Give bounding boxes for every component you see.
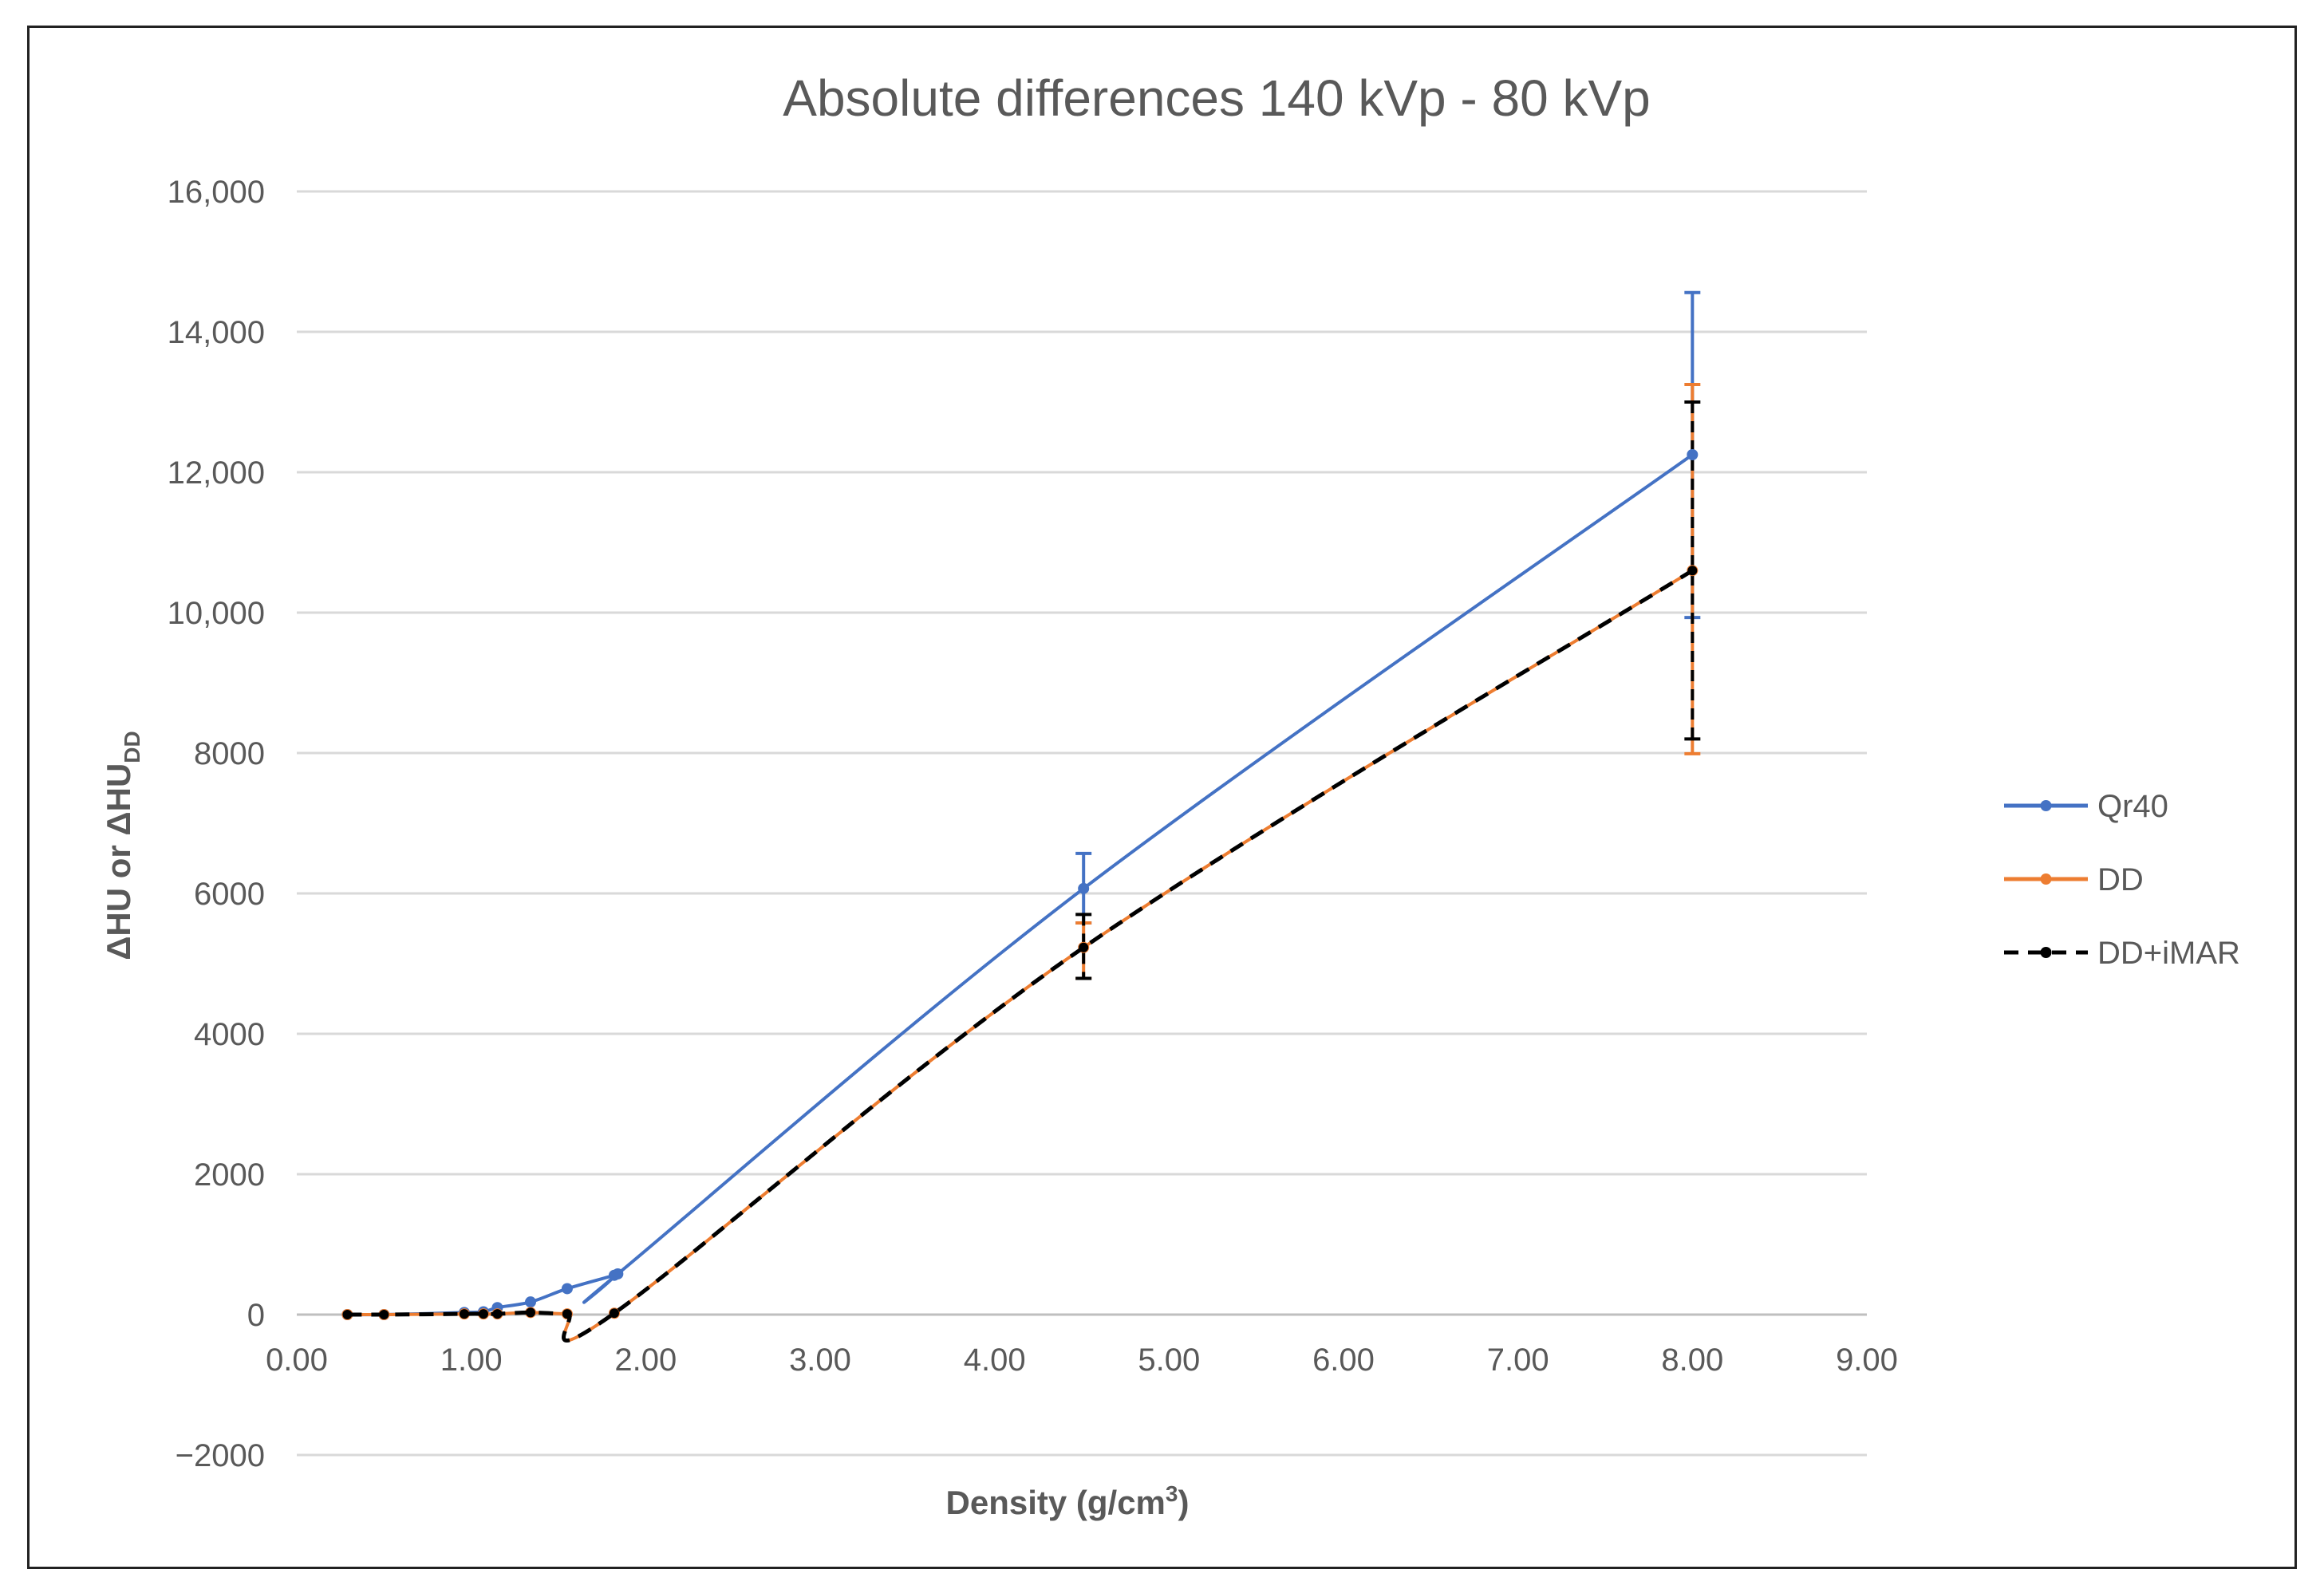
x-tick-label: 7.00: [1487, 1343, 1549, 1378]
data-point-qr40: [525, 1296, 537, 1308]
y-tick-label: 10,000: [168, 596, 265, 631]
x-tick-label: 3.00: [789, 1343, 851, 1378]
data-point-dd-imar: [562, 1309, 572, 1319]
chart-title: Absolute differences 140 kVp - 80 kVp: [783, 69, 1651, 127]
grid-lines: [297, 190, 1867, 1457]
x-tick-label: 4.00: [964, 1343, 1026, 1378]
data-point-qr40: [1687, 449, 1699, 460]
y-tick-label: 6000: [194, 877, 265, 912]
x-tick-label: 2.00: [614, 1343, 677, 1378]
series-line-dd-imar: [347, 569, 1694, 1343]
data-point-qr40: [561, 1283, 573, 1295]
series-line-qr40: [347, 453, 1694, 1317]
data-point-qr40: [612, 1268, 624, 1280]
x-tick-label: 8.00: [1661, 1343, 1723, 1378]
data-point-dd-imar: [526, 1307, 536, 1318]
x-axis-label-main: Density (g/cm: [946, 1484, 1166, 1521]
data-point-dd-imar: [379, 1310, 389, 1319]
series-layer: [341, 290, 1701, 1343]
data-point-dd-imar: [1079, 942, 1089, 952]
y-tick-label: 4000: [194, 1017, 265, 1052]
series-line-dd: [347, 569, 1694, 1343]
y-axis-label-sub: DD: [120, 731, 144, 763]
y-tick-label: 2000: [194, 1157, 265, 1193]
data-point-dd-imar: [609, 1308, 619, 1319]
x-axis-label-sup: 3: [1166, 1481, 1178, 1506]
legend-marker-dd: [2040, 873, 2052, 885]
y-tick-label: 8000: [194, 736, 265, 771]
data-point-dd-imar: [459, 1309, 469, 1319]
y-axis-label: ΔHU or ΔHUDD: [100, 731, 144, 960]
y-tick-label: 16,000: [168, 175, 265, 210]
error-bar-dd-imar: [1075, 913, 1092, 980]
data-point-dd-imar: [492, 1309, 503, 1319]
legend-item-dd: DD: [2004, 862, 2144, 897]
legend-item-dd-imar: DD+iMAR: [2004, 936, 2240, 971]
y-axis-label-main: ΔHU or ΔHU: [100, 763, 137, 960]
x-tick-label: 9.00: [1836, 1343, 1898, 1378]
y-tick-label: −2000: [176, 1438, 265, 1473]
y-tick-label: 12,000: [168, 455, 265, 491]
x-tick-label: 0.00: [266, 1343, 328, 1378]
y-axis-ticks: −2000 0 2000 4000 6000 8000 10,000 12,000 14,000…: [168, 175, 265, 1473]
data-point-qr40: [1078, 882, 1090, 894]
legend-label-qr40: Qr40: [2097, 789, 2168, 824]
legend-label-dd: DD: [2097, 862, 2144, 897]
line-chart: Absolute differences 140 kVp - 80 kVp 0.…: [100, 69, 2240, 1521]
x-axis-label-end: ): [1178, 1484, 1189, 1521]
legend: Qr40 DD DD+iMAR: [2004, 789, 2240, 971]
x-tick-label: 1.00: [440, 1343, 503, 1378]
x-tick-label: 5.00: [1138, 1343, 1200, 1378]
legend-marker-qr40: [2040, 800, 2052, 811]
data-point-dd-imar: [478, 1309, 488, 1319]
y-tick-label: 14,000: [168, 315, 265, 350]
legend-marker-dd-imar: [2040, 947, 2052, 958]
data-point-dd-imar: [1687, 566, 1698, 576]
y-tick-label: 0: [247, 1298, 265, 1333]
data-point-dd-imar: [342, 1310, 353, 1319]
legend-item-qr40: Qr40: [2004, 789, 2168, 824]
legend-label-dd-imar: DD+iMAR: [2097, 936, 2240, 971]
x-axis-ticks: 0.00 1.00 2.00 3.00 4.00 5.00 6.00 7.00 8.00 9.00: [266, 1343, 1898, 1378]
chart-frame: Absolute differences 140 kVp - 80 kVp 0.…: [27, 26, 2297, 1569]
error-bar-dd-imar: [1684, 400, 1701, 741]
x-axis-label: Density (g/cm3): [946, 1481, 1190, 1521]
x-tick-label: 6.00: [1312, 1343, 1375, 1378]
